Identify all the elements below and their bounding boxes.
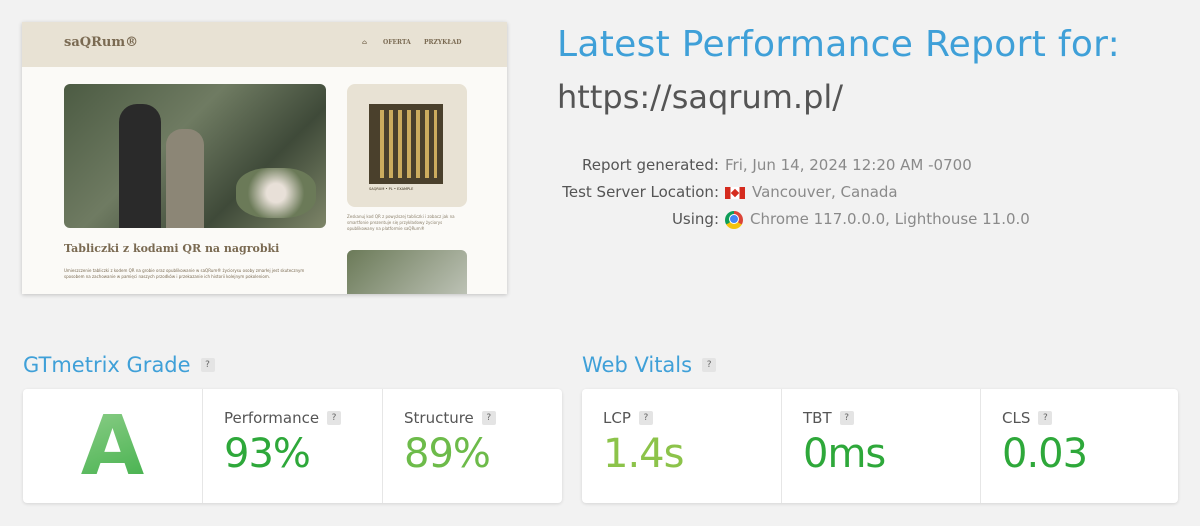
metric-label: Performance (224, 409, 320, 427)
metric-value: 89% (404, 431, 491, 477)
metric-value: 0.03 (1002, 431, 1088, 477)
preview-nav-oferta: OFERTA (383, 39, 411, 46)
help-icon[interactable]: ? (327, 411, 342, 425)
preview-hero-image (64, 84, 326, 228)
vitals-card: LCP? 1.4s TBT? 0ms CLS? 0.03 (582, 389, 1178, 503)
help-icon[interactable]: ? (481, 411, 496, 425)
gtmetrix-grade-heading: GTmetrix Grade? (23, 353, 215, 377)
report-title: Latest Performance Report for: (557, 24, 1121, 65)
help-icon[interactable]: ? (839, 411, 854, 425)
help-icon[interactable]: ? (638, 411, 653, 425)
web-vitals-heading: Web Vitals? (582, 353, 717, 377)
metric-value: 1.4s (603, 431, 684, 477)
report-meta: Report generated: Fri, Jun 14, 2024 12:20… (560, 152, 1030, 233)
metric-performance: Performance? 93% (202, 389, 382, 503)
section-title: GTmetrix Grade (23, 353, 191, 377)
help-icon[interactable]: ? (200, 358, 215, 372)
metric-structure: Structure? 89% (382, 389, 562, 503)
help-icon[interactable]: ? (702, 358, 717, 372)
meta-label: Test Server Location: (562, 183, 719, 201)
metric-label: Structure (404, 409, 474, 427)
metric-tbt: TBT? 0ms (781, 389, 980, 503)
grade-card: A Performance? 93% Structure? 89% (23, 389, 562, 503)
preview-side-text: Zeskanuj kod QR z powyższej tabliczki i … (347, 214, 455, 231)
metric-lcp: LCP? 1.4s (582, 389, 781, 503)
page-screenshot: saQRum® ⌂ OFERTA PRZYKŁAD SAQRUM • PL • … (22, 22, 507, 294)
preview-qr-box: SAQRUM • PL • EXAMPLE (347, 84, 467, 207)
section-title: Web Vitals (582, 353, 693, 377)
metric-value: 93% (224, 431, 311, 477)
preview-heading: Tabliczki z kodami QR na nagrobki (64, 242, 280, 255)
preview-header: saQRum® ⌂ OFERTA PRZYKŁAD (22, 22, 507, 67)
metric-label: LCP (603, 409, 631, 427)
qr-caption: SAQRUM • PL • EXAMPLE (369, 187, 414, 191)
preview-side-image (347, 250, 467, 294)
chrome-icon (725, 210, 743, 229)
meta-value: Fri, Jun 14, 2024 12:20 AM -0700 (725, 156, 972, 174)
meta-label: Using: (671, 210, 719, 228)
grade-letter: A (23, 389, 202, 494)
metric-label: CLS (1002, 409, 1031, 427)
qr-code-icon (369, 104, 443, 184)
report-url[interactable]: https://saqrum.pl/ (557, 78, 844, 116)
help-icon[interactable]: ? (1038, 411, 1053, 425)
meta-value: Chrome 117.0.0.0, Lighthouse 11.0.0 (750, 210, 1030, 228)
preview-nav-przyklad: PRZYKŁAD (424, 39, 462, 46)
canada-flag-icon (725, 186, 745, 199)
metric-label: TBT (803, 409, 832, 427)
meta-label: Report generated: (581, 156, 719, 174)
preview-paragraph: Umieszczenie tabliczki z kodem QR na gro… (64, 268, 305, 279)
grade-cell: A (23, 389, 202, 503)
metric-cls: CLS? 0.03 (980, 389, 1178, 503)
meta-value: Vancouver, Canada (752, 183, 898, 201)
preview-logo: saQRum® (64, 35, 139, 50)
preview-nav-home: ⌂ (362, 39, 368, 46)
metric-value: 0ms (803, 431, 886, 477)
